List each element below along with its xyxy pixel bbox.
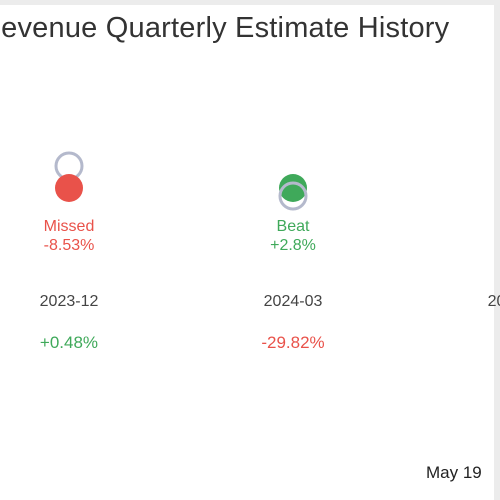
actual-marker — [55, 174, 83, 202]
period-label: 2024-03 — [264, 293, 323, 310]
change-label: -29.82% — [261, 333, 324, 352]
top-border — [0, 0, 500, 5]
surprise-label: -8.53% — [44, 237, 95, 254]
period-label: 2024-06 — [488, 293, 500, 310]
estimate-marker — [278, 181, 308, 211]
result-label: Beat — [277, 218, 310, 235]
right-border — [494, 0, 500, 500]
surprise-label: +2.8% — [270, 237, 316, 254]
actual-marker — [279, 174, 307, 202]
footer-date: May 19 — [426, 463, 482, 482]
chart-title: Revenue Quarterly Estimate History — [0, 12, 450, 44]
period-label: 2023-12 — [40, 293, 99, 310]
result-label: Missed — [44, 218, 95, 235]
change-label: +0.48% — [40, 333, 98, 352]
